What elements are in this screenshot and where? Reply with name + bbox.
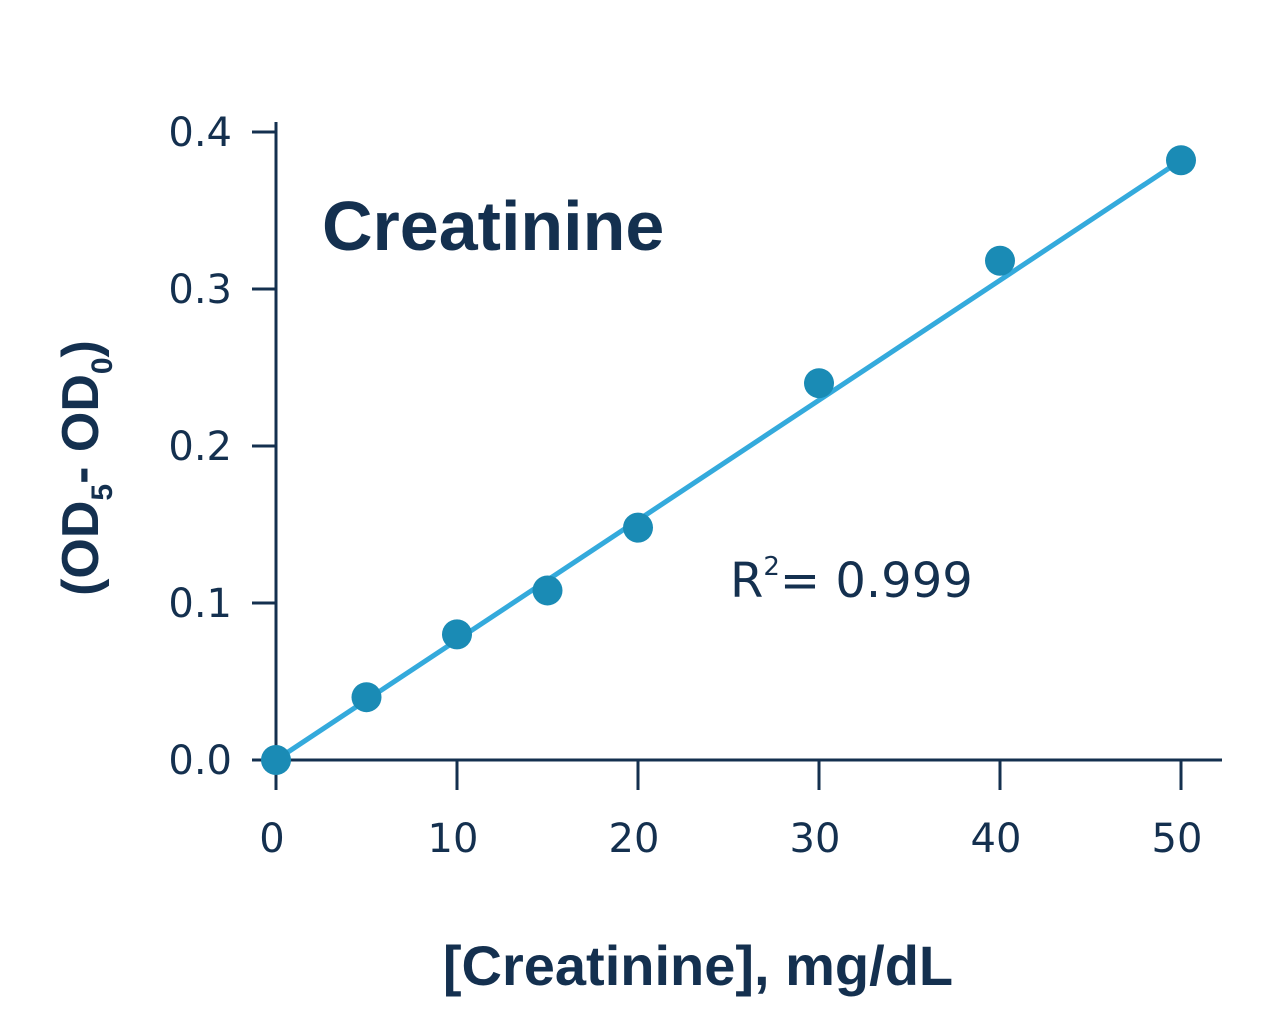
data-point [442,619,472,650]
data-point [351,682,382,713]
y-tick-label: 0.1 [168,581,232,627]
x-tick-label: 40 [971,816,1022,862]
y-label-prefix: (OD [52,501,110,596]
r-squared-annotation: R2= 0.999 [730,552,973,609]
r2-value: = 0.999 [780,553,973,609]
data-point [532,575,563,606]
x-tick-label: 50 [1152,816,1203,862]
x-tick-label: 20 [609,816,660,862]
chart-title: Creatinine [322,187,664,265]
data-point [804,368,834,399]
y-tick-label: 0.0 [168,738,232,784]
data-point [261,745,291,775]
y-tick-label: 0.4 [168,110,232,156]
x-tick-label: 0 [259,816,284,862]
y-tick-label: 0.3 [168,267,232,313]
y-label-suffix: ) [52,340,110,357]
y-tick-label: 0.2 [168,424,232,470]
r2-base: R [730,553,763,609]
x-axis-label: [Creatinine], mg/dL [443,934,953,997]
x-tick-label: 30 [790,816,841,862]
y-label-middle: - OD [52,374,110,484]
r2-superscript: 2 [763,552,780,582]
axes [274,122,1222,790]
y-axis-label: (OD5- OD0) [52,340,119,596]
fit-line-group [273,157,1184,763]
fit-line [273,157,1184,763]
data-point [1166,145,1196,176]
x-tick-label: 10 [428,816,479,862]
y-label-sub2: 0 [86,357,119,374]
data-point [985,245,1015,276]
data-points [261,145,1196,775]
data-point [623,512,653,543]
y-label-sub1: 5 [86,484,119,501]
y-ticks: 0.0 0.1 0.2 0.3 0.4 [168,110,276,784]
x-ticks: 0 10 20 30 40 50 [259,760,1202,862]
